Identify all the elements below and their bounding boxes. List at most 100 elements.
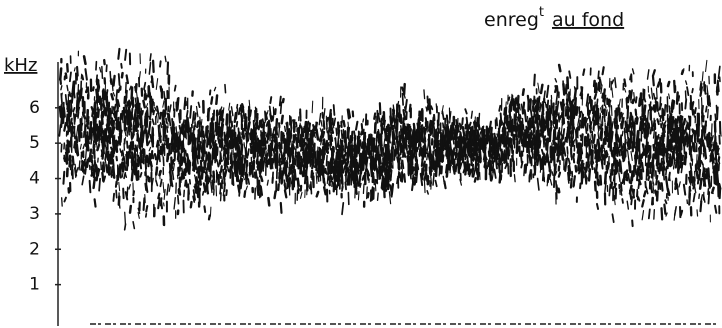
energy-dash	[609, 119, 610, 128]
energy-dash	[572, 105, 573, 116]
energy-dash	[430, 150, 431, 159]
energy-dash	[633, 170, 634, 176]
energy-dash	[243, 131, 244, 138]
energy-dash	[622, 131, 623, 135]
energy-dash	[612, 214, 613, 222]
energy-dash	[612, 88, 613, 97]
energy-dash	[664, 144, 665, 152]
energy-dash	[525, 110, 526, 121]
energy-dash	[367, 171, 368, 175]
energy-dash	[653, 145, 654, 150]
energy-dash	[531, 130, 532, 138]
energy-dash	[274, 135, 275, 142]
energy-dash	[523, 103, 524, 114]
energy-dash	[116, 190, 117, 197]
energy-dash	[329, 182, 330, 185]
energy-dash	[93, 87, 94, 90]
energy-dash	[597, 204, 598, 209]
energy-dash	[555, 86, 556, 90]
energy-dash	[120, 149, 121, 153]
energy-dash	[605, 104, 606, 108]
energy-dash	[689, 129, 690, 141]
energy-dash	[168, 114, 169, 117]
energy-dash	[615, 78, 616, 88]
energy-dash	[195, 161, 196, 169]
energy-dash	[392, 126, 393, 129]
energy-dash	[712, 188, 713, 193]
energy-dash	[273, 117, 274, 121]
energy-dash	[578, 118, 579, 125]
energy-dash	[410, 134, 411, 146]
energy-dash	[678, 141, 679, 152]
energy-dash	[378, 193, 379, 200]
energy-dash	[674, 81, 675, 92]
energy-dash	[124, 173, 125, 179]
energy-dash	[436, 139, 437, 144]
energy-dash	[404, 174, 405, 182]
energy-dash	[94, 168, 95, 172]
energy-dash	[589, 141, 590, 149]
energy-dash	[146, 206, 147, 212]
energy-dash	[358, 192, 359, 200]
energy-dash	[248, 149, 249, 155]
energy-dash	[550, 179, 551, 185]
energy-dash	[392, 117, 393, 123]
energy-dash	[506, 153, 507, 161]
energy-dash	[241, 105, 242, 112]
energy-dash	[200, 181, 201, 185]
energy-dash	[208, 110, 209, 117]
energy-dash	[424, 181, 425, 193]
energy-dash	[178, 98, 179, 110]
energy-dash	[605, 132, 606, 136]
energy-dash	[596, 112, 597, 115]
energy-dash	[347, 161, 348, 165]
energy-dash	[457, 141, 458, 147]
energy-dash	[655, 102, 656, 111]
energy-dash	[180, 161, 181, 171]
energy-dash	[606, 110, 607, 115]
energy-dash	[681, 117, 682, 126]
energy-dash	[443, 123, 444, 127]
energy-dash	[198, 149, 199, 152]
energy-dash	[567, 154, 568, 164]
energy-dash	[156, 79, 157, 90]
energy-dash	[97, 90, 98, 101]
energy-dash	[192, 135, 193, 140]
energy-dash	[297, 179, 298, 182]
energy-dash	[706, 107, 707, 112]
energy-dash	[598, 143, 599, 151]
energy-dash	[684, 185, 685, 195]
energy-dash	[365, 133, 366, 137]
energy-dash	[221, 153, 222, 161]
energy-dash	[587, 178, 588, 184]
energy-dash	[301, 157, 302, 165]
energy-dash	[244, 191, 245, 197]
energy-dash	[165, 113, 166, 116]
energy-dash	[647, 164, 648, 176]
energy-dash	[223, 108, 224, 119]
energy-dash	[614, 119, 615, 128]
energy-dash	[190, 106, 191, 118]
energy-dash	[391, 170, 392, 177]
energy-dash	[702, 106, 703, 117]
energy-dash	[418, 119, 419, 131]
energy-dash	[155, 107, 156, 111]
energy-dash	[699, 194, 700, 198]
energy-dash	[669, 94, 670, 99]
energy-dash	[578, 156, 579, 167]
energy-dash	[100, 68, 101, 72]
energy-dash	[581, 117, 582, 125]
energy-dash	[187, 154, 188, 162]
energy-dash	[283, 99, 284, 102]
energy-dash	[112, 94, 113, 99]
energy-dash	[595, 94, 596, 98]
energy-dash	[85, 69, 86, 79]
energy-dash	[642, 200, 643, 206]
energy-dash	[600, 176, 601, 184]
energy-dash	[624, 157, 625, 160]
energy-dash	[127, 111, 128, 122]
energy-dash	[500, 120, 501, 127]
energy-dash	[260, 142, 261, 149]
energy-dash	[529, 145, 530, 154]
energy-dash	[660, 183, 661, 189]
